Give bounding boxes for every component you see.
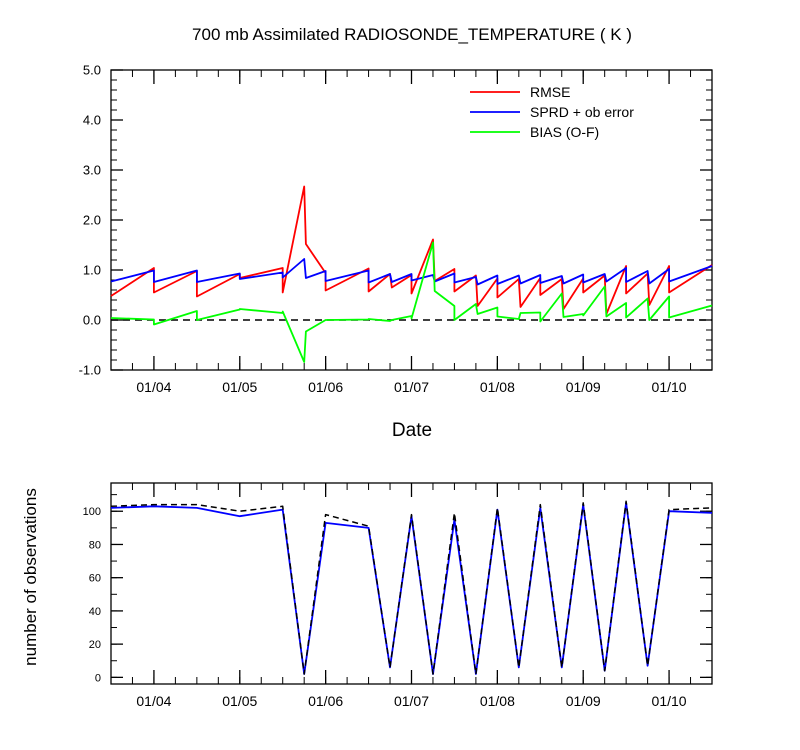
- x-tick-label: 01/06: [308, 379, 343, 395]
- x-tick-label: 01/09: [566, 379, 601, 395]
- series-line-2: [110, 241, 713, 363]
- y-tick-label: 60: [89, 573, 101, 585]
- x-tick-label: 01/04: [136, 693, 171, 709]
- x-tick-label: 01/05: [222, 693, 257, 709]
- bottom-plot: 0 20 40 60 80 100 01/04 01/05 01/06 01/07 01/08 01/…: [83, 482, 713, 709]
- x-tick-label: 01/07: [394, 693, 429, 709]
- y-tick-label: 5.0: [83, 63, 101, 78]
- series-line-0: [110, 185, 713, 315]
- y-axis-label: number of observations: [21, 488, 40, 666]
- series-line-0: [110, 501, 713, 675]
- y-tick-label: -1.0: [79, 363, 101, 378]
- legend-label-0: RMSE: [530, 84, 570, 100]
- y-tick-label: 40: [89, 606, 101, 618]
- x-tick-label: 01/10: [652, 693, 687, 709]
- y-tick-label: 0: [95, 672, 101, 684]
- y-tick-label: 2.0: [83, 213, 101, 228]
- x-tick-label: 01/04: [136, 379, 171, 395]
- chart-title: 700 mb Assimilated RADIOSONDE_TEMPERATUR…: [192, 25, 632, 44]
- top-plot: -1.0 0.0 1.0 2.0 3.0 4.0 5.0 01/04 01/05 01/06 01/…: [79, 63, 713, 395]
- x-tick-label: 01/07: [394, 379, 429, 395]
- y-tick-label: 1.0: [83, 263, 101, 278]
- y-tick-label: 80: [89, 539, 101, 551]
- legend-label-1: SPRD + ob error: [530, 104, 634, 120]
- legend-label-2: BIAS (O-F): [530, 124, 599, 140]
- x-axis-label: Date: [392, 420, 432, 441]
- x-tick-label: 01/08: [480, 379, 515, 395]
- plot-frame: [110, 482, 713, 685]
- y-tick-label: 4.0: [83, 113, 101, 128]
- x-tick-label: 01/05: [222, 379, 257, 395]
- series-line-1: [110, 500, 713, 675]
- x-tick-label: 01/10: [652, 379, 687, 395]
- y-tick-label: 0.0: [83, 313, 101, 328]
- legend: RMSE SPRD + ob error BIAS (O-F): [470, 84, 634, 140]
- y-tick-label: 20: [89, 639, 101, 651]
- x-tick-label: 01/08: [480, 693, 515, 709]
- y-tick-label: 3.0: [83, 163, 101, 178]
- x-tick-label: 01/09: [566, 693, 601, 709]
- y-tick-label: 100: [83, 506, 101, 518]
- series-line-1: [110, 258, 713, 286]
- x-tick-label: 01/06: [308, 693, 343, 709]
